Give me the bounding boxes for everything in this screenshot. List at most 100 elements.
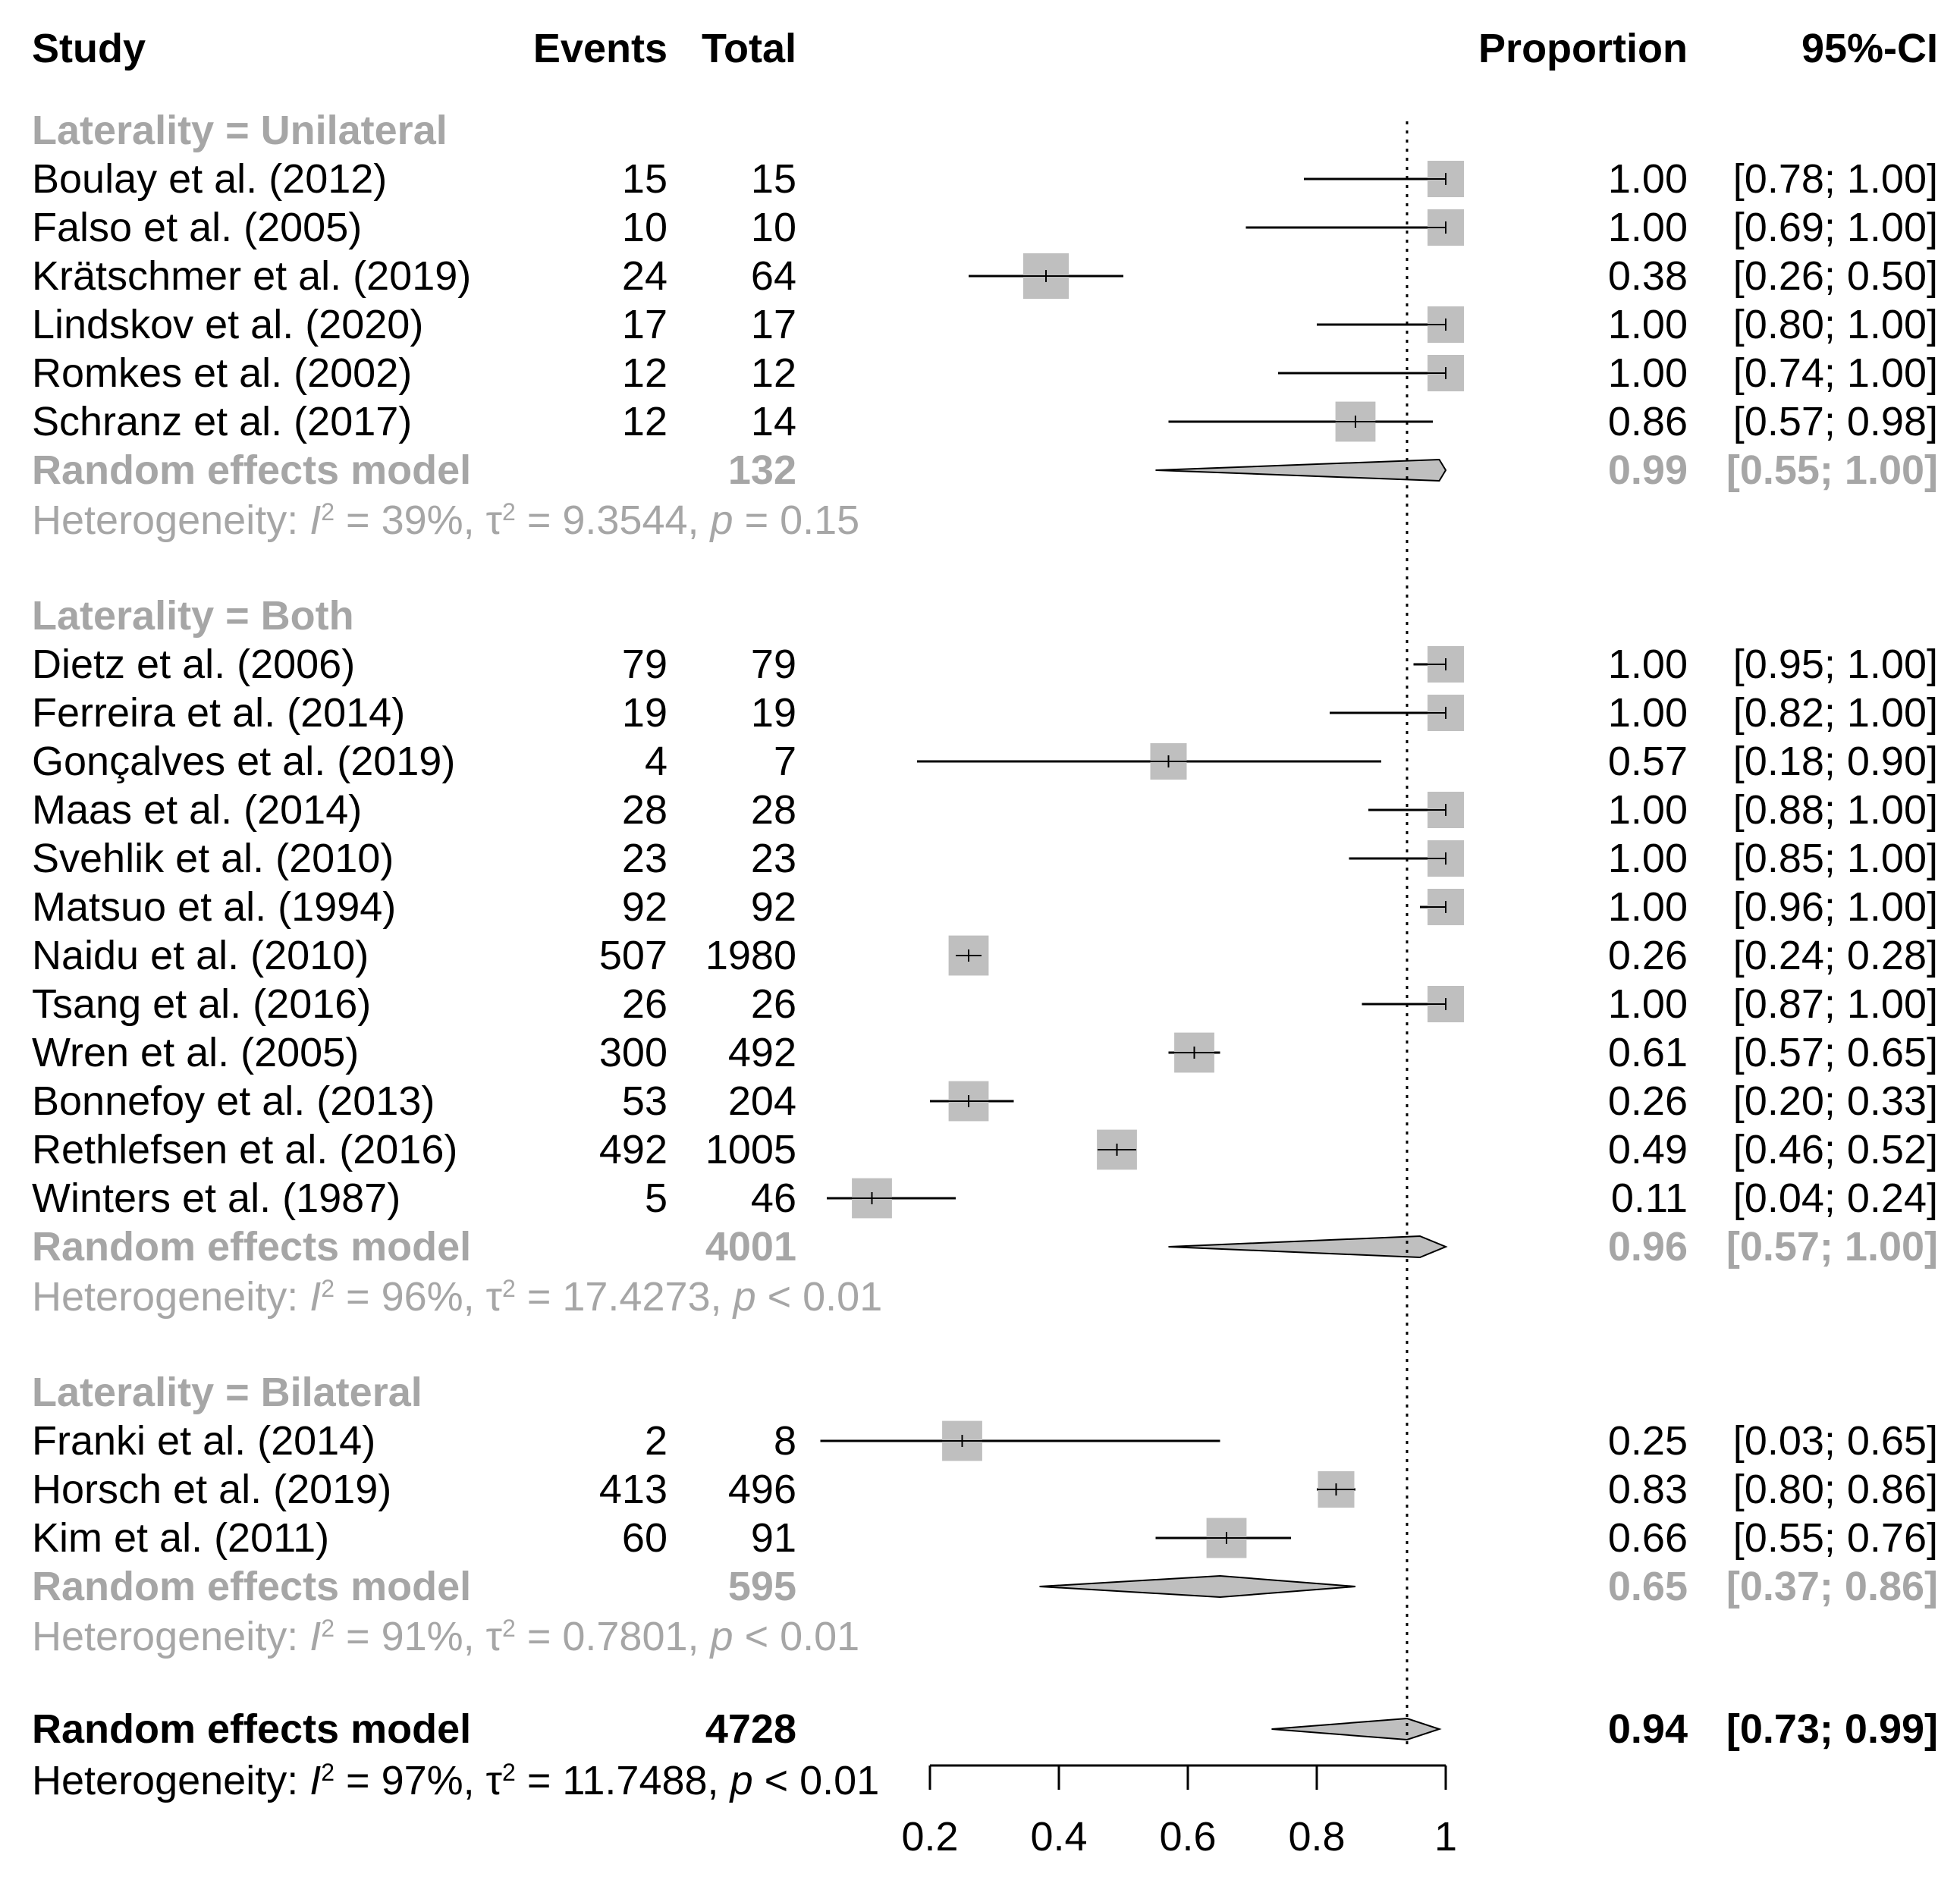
study-proportion: 1.00 — [1608, 642, 1688, 687]
header-total: Total — [702, 26, 796, 71]
study-total: 7 — [774, 739, 796, 784]
study-ci: [0.80; 1.00] — [1733, 302, 1938, 347]
study-events: 2 — [645, 1418, 667, 1464]
study-total: 10 — [751, 205, 796, 250]
study-name: Tsang et al. (2016) — [32, 981, 371, 1027]
subgroup-model-total: 4001 — [705, 1224, 796, 1270]
subgroup-model-label: Random effects model — [32, 447, 471, 493]
subgroup-model-ci: [0.55; 1.00] — [1726, 447, 1938, 493]
study-name: Maas et al. (2014) — [32, 787, 362, 833]
subgroup-diamond-2 — [1039, 1574, 1356, 1599]
study-ci: [0.80; 0.86] — [1733, 1467, 1938, 1512]
study-ci: [0.26; 0.50] — [1733, 253, 1938, 299]
study-proportion: 0.57 — [1608, 739, 1688, 784]
study-proportion: 0.61 — [1608, 1030, 1688, 1075]
subgroup-model-total: 595 — [728, 1564, 796, 1609]
study-proportion: 1.00 — [1608, 981, 1688, 1027]
study-name: Schranz et al. (2017) — [32, 399, 412, 444]
study-proportion: 1.00 — [1608, 787, 1688, 833]
forest-marks — [820, 121, 1464, 1750]
study-ci: [0.78; 1.00] — [1733, 156, 1938, 202]
study-proportion: 1.00 — [1608, 690, 1688, 736]
study-events: 26 — [622, 981, 667, 1027]
study-name: Krätschmer et al. (2019) — [32, 253, 471, 299]
study-events: 300 — [599, 1030, 667, 1075]
subgroup-heterogeneity-0: Heterogeneity: I2 = 39%, τ2 = 9.3544, p … — [32, 497, 859, 543]
header-proportion: Proportion — [1478, 26, 1688, 71]
axis-tick-label-4: 1 — [1434, 1814, 1457, 1860]
study-name: Gonçalves et al. (2019) — [32, 739, 455, 784]
study-events: 60 — [622, 1515, 667, 1561]
overall-model-label: Random effects model — [32, 1706, 471, 1752]
subgroup-model-proportion: 0.96 — [1608, 1224, 1688, 1270]
study-name: Kim et al. (2011) — [32, 1515, 329, 1561]
subgroup-heterogeneity-1: Heterogeneity: I2 = 96%, τ2 = 17.4273, p… — [32, 1274, 882, 1320]
study-total: 1005 — [705, 1127, 796, 1172]
study-proportion: 0.38 — [1608, 253, 1688, 299]
overall-heterogeneity: Heterogeneity: I2 = 97%, τ2 = 11.7488, p… — [32, 1758, 879, 1803]
study-events: 17 — [622, 302, 667, 347]
subgroup-model-ci: [0.57; 1.00] — [1726, 1224, 1938, 1270]
study-total: 19 — [751, 690, 796, 736]
overall-model-proportion: 0.94 — [1608, 1706, 1688, 1752]
study-total: 28 — [751, 787, 796, 833]
study-name: Horsch et al. (2019) — [32, 1467, 391, 1512]
study-name: Romkes et al. (2002) — [32, 350, 412, 396]
study-total: 79 — [751, 642, 796, 687]
study-events: 79 — [622, 642, 667, 687]
subgroup-diamond-0 — [1155, 458, 1447, 482]
study-ci: [0.46; 0.52] — [1733, 1127, 1938, 1172]
subgroup-model-ci: [0.37; 0.86] — [1726, 1564, 1938, 1609]
study-events: 413 — [599, 1467, 667, 1512]
study-total: 492 — [728, 1030, 796, 1075]
study-ci: [0.85; 1.00] — [1733, 836, 1938, 881]
study-name: Franki et al. (2014) — [32, 1418, 375, 1464]
study-ci: [0.87; 1.00] — [1733, 981, 1938, 1027]
study-events: 19 — [622, 690, 667, 736]
study-ci: [0.55; 0.76] — [1733, 1515, 1938, 1561]
study-total: 23 — [751, 836, 796, 881]
study-ci: [0.24; 0.28] — [1733, 933, 1938, 978]
study-proportion: 0.66 — [1608, 1515, 1688, 1561]
study-ci: [0.20; 0.33] — [1733, 1078, 1938, 1124]
study-name: Falso et al. (2005) — [32, 205, 362, 250]
subgroup-model-proportion: 0.99 — [1608, 447, 1688, 493]
study-ci: [0.82; 1.00] — [1733, 690, 1938, 736]
study-total: 92 — [751, 884, 796, 930]
subgroup-label-0: Laterality = Unilateral — [32, 108, 448, 153]
study-name: Boulay et al. (2012) — [32, 156, 387, 202]
study-events: 15 — [622, 156, 667, 202]
study-events: 12 — [622, 350, 667, 396]
study-proportion: 0.86 — [1608, 399, 1688, 444]
study-events: 28 — [622, 787, 667, 833]
study-proportion: 1.00 — [1608, 350, 1688, 396]
study-proportion: 1.00 — [1608, 205, 1688, 250]
study-events: 53 — [622, 1078, 667, 1124]
header-events: Events — [533, 26, 667, 71]
study-name: Wren et al. (2005) — [32, 1030, 359, 1075]
header-ci: 95%-CI — [1801, 26, 1938, 71]
study-events: 10 — [622, 205, 667, 250]
study-total: 17 — [751, 302, 796, 347]
study-total: 12 — [751, 350, 796, 396]
study-ci: [0.95; 1.00] — [1733, 642, 1938, 687]
study-ci: [0.18; 0.90] — [1733, 739, 1938, 784]
subgroup-label-1: Laterality = Both — [32, 593, 354, 639]
study-events: 24 — [622, 253, 667, 299]
study-total: 46 — [751, 1175, 796, 1221]
study-name: Svehlik et al. (2010) — [32, 836, 394, 881]
study-name: Bonnefoy et al. (2013) — [32, 1078, 435, 1124]
subgroup-label-2: Laterality = Bilateral — [32, 1370, 422, 1415]
study-total: 64 — [751, 253, 796, 299]
overall-model-total: 4728 — [705, 1706, 796, 1752]
study-total: 496 — [728, 1467, 796, 1512]
axis-tick-label-2: 0.6 — [1159, 1814, 1216, 1860]
overall-diamond — [1271, 1717, 1442, 1741]
study-name: Lindskov et al. (2020) — [32, 302, 423, 347]
study-events: 507 — [599, 933, 667, 978]
study-proportion: 1.00 — [1608, 156, 1688, 202]
study-name: Ferreira et al. (2014) — [32, 690, 405, 736]
study-proportion: 0.11 — [1611, 1175, 1688, 1221]
